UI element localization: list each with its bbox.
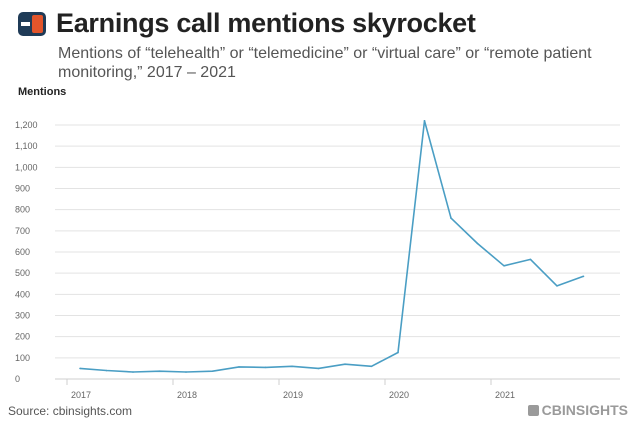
y-tick-label: 1,000 — [15, 162, 38, 172]
data-point — [370, 365, 373, 368]
data-point — [238, 366, 240, 368]
x-tick-label: 2018 — [177, 390, 197, 400]
y-tick-label: 800 — [15, 205, 30, 215]
data-point — [503, 264, 505, 267]
data-point — [423, 119, 426, 122]
x-tick-label: 2020 — [389, 390, 409, 400]
mentions-line — [79, 119, 584, 373]
y-tick-label: 900 — [15, 184, 30, 194]
line-chart: 0 100 200 300 400 500 600 700 800 900 1,000 1,100 1,… — [15, 119, 620, 400]
data-point — [211, 370, 214, 372]
y-axis-label: Mentions — [18, 86, 67, 98]
y-tick-label: 400 — [15, 289, 30, 299]
chart-subtitle: Mentions of “telehealth” or “telemedicin… — [58, 45, 592, 81]
y-tick-label: 0 — [15, 374, 20, 384]
data-point — [317, 367, 320, 370]
y-tick-label: 700 — [15, 226, 30, 236]
grid — [55, 124, 620, 359]
y-tick-label: 1,200 — [15, 120, 38, 130]
y-tick-label: 500 — [15, 268, 30, 278]
data-point — [476, 242, 479, 245]
x-tick-label: 2019 — [283, 390, 303, 400]
data-point — [529, 258, 532, 261]
brand-mark-icon — [527, 405, 539, 416]
y-tick-label: 300 — [15, 311, 30, 321]
data-point — [450, 217, 452, 219]
x-tick-label: 2021 — [495, 390, 515, 400]
data-point — [185, 371, 187, 373]
y-tick-label: 1,100 — [15, 141, 38, 151]
data-point — [264, 366, 267, 369]
data-point — [344, 363, 346, 365]
x-axis: 2017 2018 2019 2020 2021 — [55, 378, 620, 400]
data-point — [132, 371, 134, 373]
x-tick-label: 2017 — [71, 390, 91, 400]
cbinsights-logo-icon — [18, 12, 46, 36]
y-axis-ticks: 0 100 200 300 400 500 600 700 800 900 1,000 1,100 1,… — [15, 120, 38, 384]
data-point — [582, 275, 585, 278]
data-point — [158, 370, 161, 372]
data-point — [79, 367, 81, 370]
source-note: Source: cbinsights.com — [8, 404, 133, 418]
chart-title: Earnings call mentions skyrocket — [56, 8, 476, 38]
data-point — [291, 365, 293, 368]
data-point — [397, 351, 399, 354]
series — [79, 119, 585, 373]
brand-label: CBINSIGHTS — [541, 402, 628, 418]
y-tick-label: 600 — [15, 247, 30, 257]
y-tick-label: 100 — [15, 353, 30, 363]
brand-wordmark: CBINSIGHTS — [527, 402, 628, 418]
y-tick-label: 200 — [15, 332, 30, 342]
data-point — [105, 369, 108, 372]
data-point — [556, 285, 558, 287]
